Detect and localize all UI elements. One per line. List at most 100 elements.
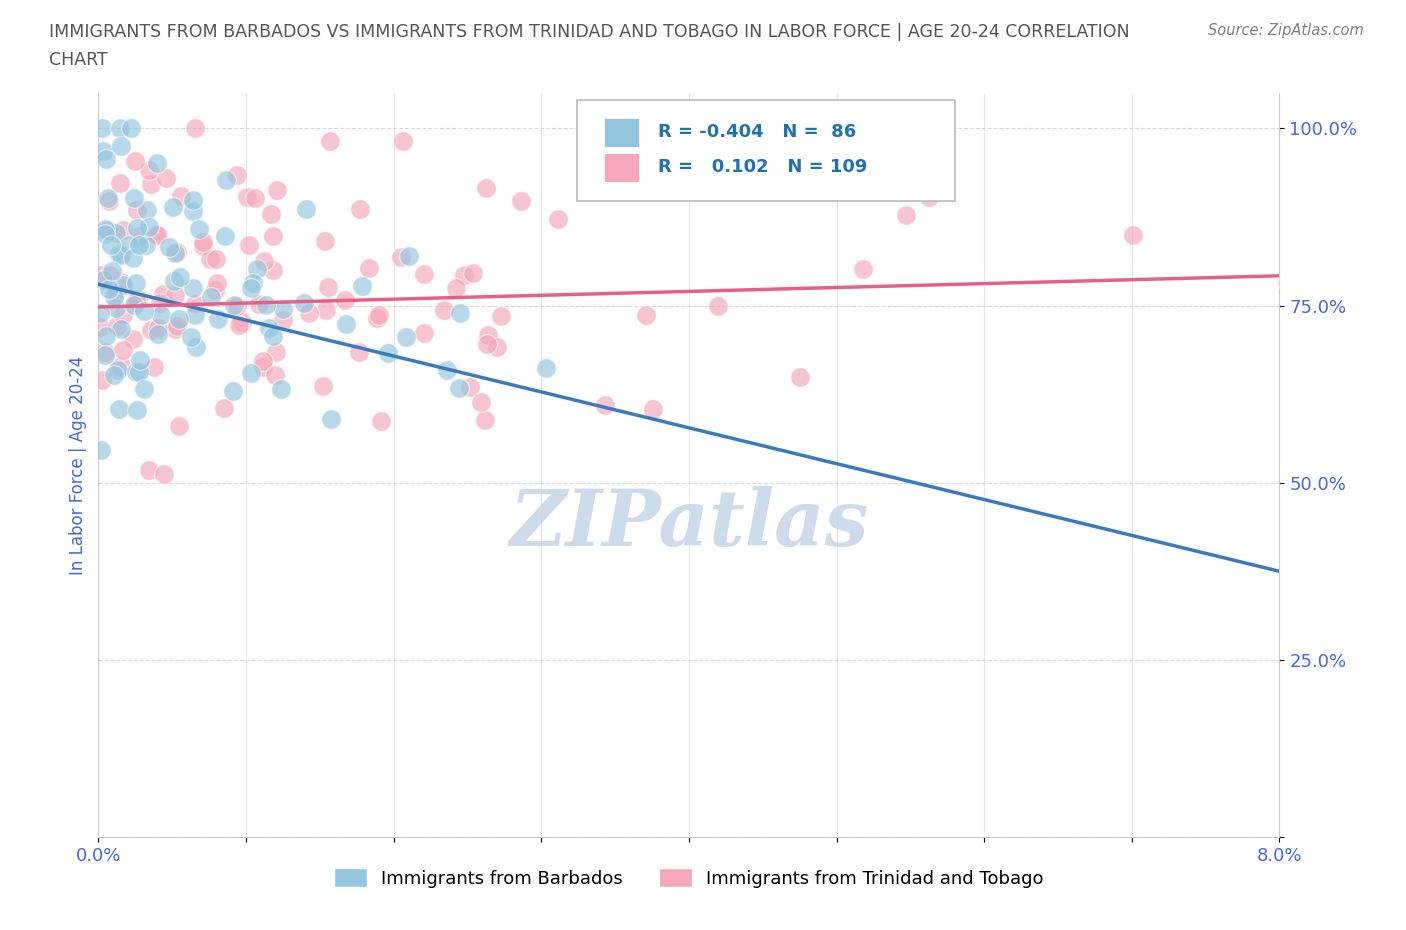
Point: [139, 177, 162, 192]
Point: [252, 360, 274, 375]
Point: [162, 199, 184, 214]
Point: [124, 294, 146, 309]
Point: [314, 234, 336, 249]
Point: [193, 239, 215, 254]
Point: [141, 323, 163, 338]
Point: [118, 238, 141, 253]
Point: [98, 282, 121, 297]
Point: [128, 238, 150, 253]
Point: [444, 281, 467, 296]
Point: [138, 219, 160, 234]
Point: [389, 249, 412, 264]
Point: [536, 360, 558, 375]
Point: [108, 402, 131, 417]
Point: [316, 279, 339, 294]
Point: [672, 143, 695, 158]
Point: [436, 362, 458, 377]
Point: [138, 162, 160, 177]
Point: [350, 278, 373, 293]
Point: [240, 366, 263, 381]
Point: [193, 234, 215, 249]
Point: [262, 329, 284, 344]
Text: R =   0.102   N = 109: R = 0.102 N = 109: [658, 158, 868, 177]
Point: [204, 283, 226, 298]
Point: [475, 337, 498, 352]
Point: [163, 273, 186, 288]
Point: [128, 365, 150, 379]
Point: [672, 172, 695, 187]
Point: [347, 345, 370, 360]
Point: [257, 321, 280, 336]
Point: [94, 348, 117, 363]
Point: [214, 172, 236, 187]
Point: [91, 272, 114, 287]
Point: [180, 330, 202, 345]
Point: [896, 207, 918, 222]
Point: [370, 413, 392, 428]
Point: [125, 275, 148, 290]
Point: [433, 303, 456, 318]
Point: [125, 403, 148, 418]
Point: [262, 262, 284, 277]
Point: [453, 267, 475, 282]
Point: [150, 307, 173, 322]
Point: [252, 353, 274, 368]
Point: [643, 402, 665, 417]
Point: [224, 298, 246, 312]
Point: [153, 467, 176, 482]
Point: [295, 201, 318, 216]
Point: [112, 277, 135, 292]
Text: R = -0.404   N =  86: R = -0.404 N = 86: [658, 124, 856, 141]
Point: [181, 193, 204, 207]
Point: [122, 298, 145, 312]
Point: [222, 383, 245, 398]
Point: [97, 191, 120, 206]
Point: [135, 202, 157, 217]
Point: [110, 247, 132, 262]
Point: [125, 220, 148, 235]
Point: [477, 328, 499, 343]
Point: [181, 204, 204, 219]
Point: [254, 298, 277, 312]
Point: [395, 329, 418, 344]
Point: [146, 156, 169, 171]
Point: [271, 301, 294, 316]
Point: [184, 308, 207, 323]
Point: [94, 227, 117, 242]
Point: [91, 372, 114, 387]
Point: [91, 144, 114, 159]
Point: [474, 413, 496, 428]
Point: [266, 345, 288, 360]
Point: [266, 182, 288, 197]
Point: [166, 318, 188, 333]
Point: [486, 339, 509, 354]
Point: [97, 222, 120, 237]
Point: [264, 367, 287, 382]
Point: [105, 285, 128, 299]
Point: [108, 121, 131, 136]
Point: [226, 299, 249, 313]
Point: [298, 305, 321, 320]
Text: ZIPatlas: ZIPatlas: [509, 486, 869, 563]
Point: [105, 319, 128, 334]
Point: [163, 322, 186, 337]
Point: [146, 227, 169, 242]
Point: [242, 275, 264, 290]
Point: [142, 359, 165, 374]
Point: [98, 193, 121, 208]
Point: [122, 191, 145, 206]
Point: [94, 344, 117, 359]
Point: [98, 268, 121, 283]
Point: [89, 319, 111, 334]
Point: [108, 176, 131, 191]
Point: [183, 281, 205, 296]
Point: [112, 308, 135, 323]
FancyBboxPatch shape: [576, 100, 955, 201]
Point: [188, 222, 211, 237]
Point: [489, 309, 512, 324]
Point: [100, 237, 122, 252]
Point: [111, 222, 134, 237]
Point: [271, 312, 294, 327]
Point: [170, 189, 193, 204]
Point: [226, 168, 249, 183]
